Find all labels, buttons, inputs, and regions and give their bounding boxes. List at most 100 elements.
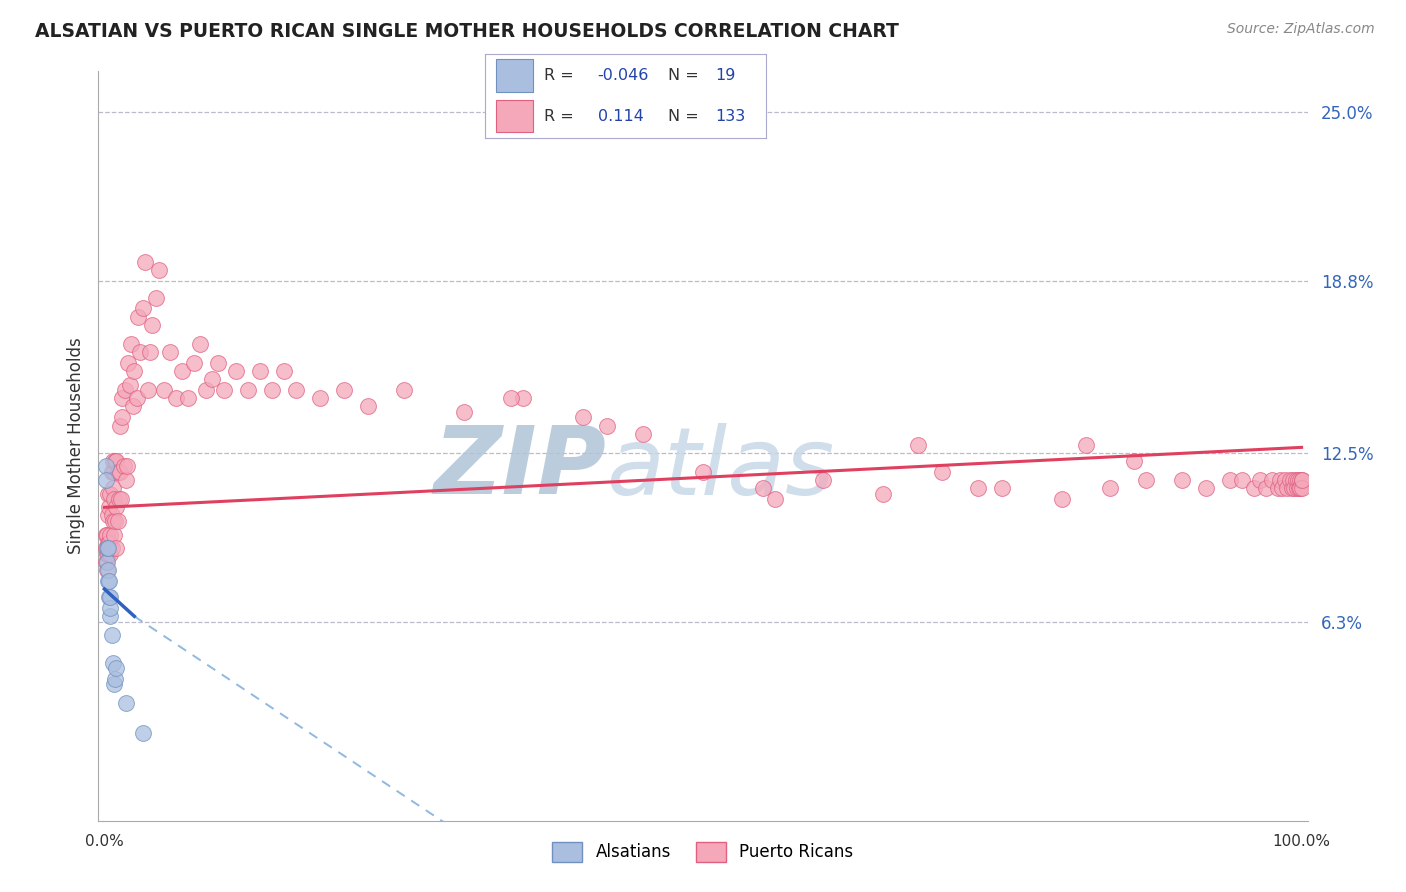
- Point: [172, 364, 194, 378]
- Point: [1284, 481, 1306, 495]
- Point: [1291, 481, 1313, 495]
- Point: [1268, 473, 1291, 487]
- Point: [120, 336, 142, 351]
- Point: [1123, 454, 1146, 468]
- Point: [103, 492, 125, 507]
- Point: [392, 383, 415, 397]
- Point: [100, 601, 122, 615]
- Point: [96, 555, 118, 569]
- Point: [1243, 481, 1265, 495]
- Point: [1291, 473, 1313, 487]
- Point: [107, 514, 129, 528]
- Point: [94, 541, 117, 556]
- Point: [212, 383, 235, 397]
- Point: [103, 677, 125, 691]
- Point: [1288, 481, 1310, 495]
- Point: [114, 383, 136, 397]
- Point: [97, 574, 120, 588]
- Point: [1074, 437, 1097, 451]
- Point: [96, 547, 118, 561]
- Point: [177, 392, 200, 406]
- Point: [692, 465, 714, 479]
- Point: [110, 492, 132, 507]
- Point: [249, 364, 271, 378]
- Text: 19: 19: [716, 68, 735, 83]
- Point: [100, 465, 122, 479]
- Point: [572, 410, 595, 425]
- Point: [333, 383, 356, 397]
- Point: [125, 392, 148, 406]
- Text: 133: 133: [716, 109, 747, 124]
- Point: [107, 492, 129, 507]
- Point: [129, 345, 152, 359]
- Text: R =: R =: [544, 68, 574, 83]
- Point: [97, 541, 120, 556]
- Bar: [496, 60, 533, 92]
- Point: [108, 418, 131, 433]
- Legend: Alsatians, Puerto Ricans: Alsatians, Puerto Ricans: [546, 835, 860, 869]
- Point: [195, 383, 218, 397]
- Point: [236, 383, 259, 397]
- Point: [94, 473, 117, 487]
- Point: [134, 255, 156, 269]
- Point: [139, 345, 162, 359]
- Point: [967, 481, 990, 495]
- Point: [100, 547, 122, 561]
- Point: [1278, 473, 1301, 487]
- Point: [1219, 473, 1241, 487]
- Y-axis label: Single Mother Households: Single Mother Households: [66, 338, 84, 554]
- Point: [763, 492, 786, 507]
- Point: [872, 486, 894, 500]
- Text: N =: N =: [668, 109, 699, 124]
- Text: Source: ZipAtlas.com: Source: ZipAtlas.com: [1227, 22, 1375, 37]
- Point: [103, 527, 125, 541]
- Point: [124, 364, 146, 378]
- Point: [631, 426, 654, 441]
- Point: [100, 508, 122, 523]
- Point: [752, 481, 775, 495]
- Point: [145, 291, 167, 305]
- Point: [115, 459, 138, 474]
- Point: [96, 527, 118, 541]
- Point: [100, 527, 122, 541]
- Point: [309, 392, 332, 406]
- Point: [101, 454, 124, 468]
- Point: [112, 459, 135, 474]
- Point: [98, 591, 121, 605]
- Point: [811, 473, 834, 487]
- Point: [100, 609, 122, 624]
- Point: [1289, 473, 1312, 487]
- Point: [1277, 481, 1299, 495]
- Point: [1285, 481, 1308, 495]
- Point: [453, 405, 475, 419]
- Point: [105, 454, 128, 468]
- Text: R =: R =: [544, 109, 574, 124]
- Point: [97, 508, 120, 523]
- Point: [1171, 473, 1194, 487]
- Point: [97, 563, 120, 577]
- Point: [101, 481, 124, 495]
- Point: [97, 486, 120, 500]
- Point: [501, 392, 523, 406]
- Point: [101, 514, 124, 528]
- Point: [159, 345, 181, 359]
- Point: [122, 400, 145, 414]
- Point: [1249, 473, 1271, 487]
- Point: [1281, 481, 1303, 495]
- Point: [104, 514, 127, 528]
- Point: [153, 383, 176, 397]
- Bar: [496, 100, 533, 132]
- Point: [1289, 481, 1312, 495]
- Point: [98, 500, 121, 515]
- Point: [105, 541, 128, 556]
- Point: [207, 356, 229, 370]
- Point: [103, 465, 125, 479]
- Point: [1284, 473, 1306, 487]
- Point: [1271, 481, 1294, 495]
- Point: [183, 356, 205, 370]
- Point: [1230, 473, 1253, 487]
- Point: [111, 410, 134, 425]
- Point: [596, 418, 619, 433]
- Point: [284, 383, 307, 397]
- Point: [260, 383, 283, 397]
